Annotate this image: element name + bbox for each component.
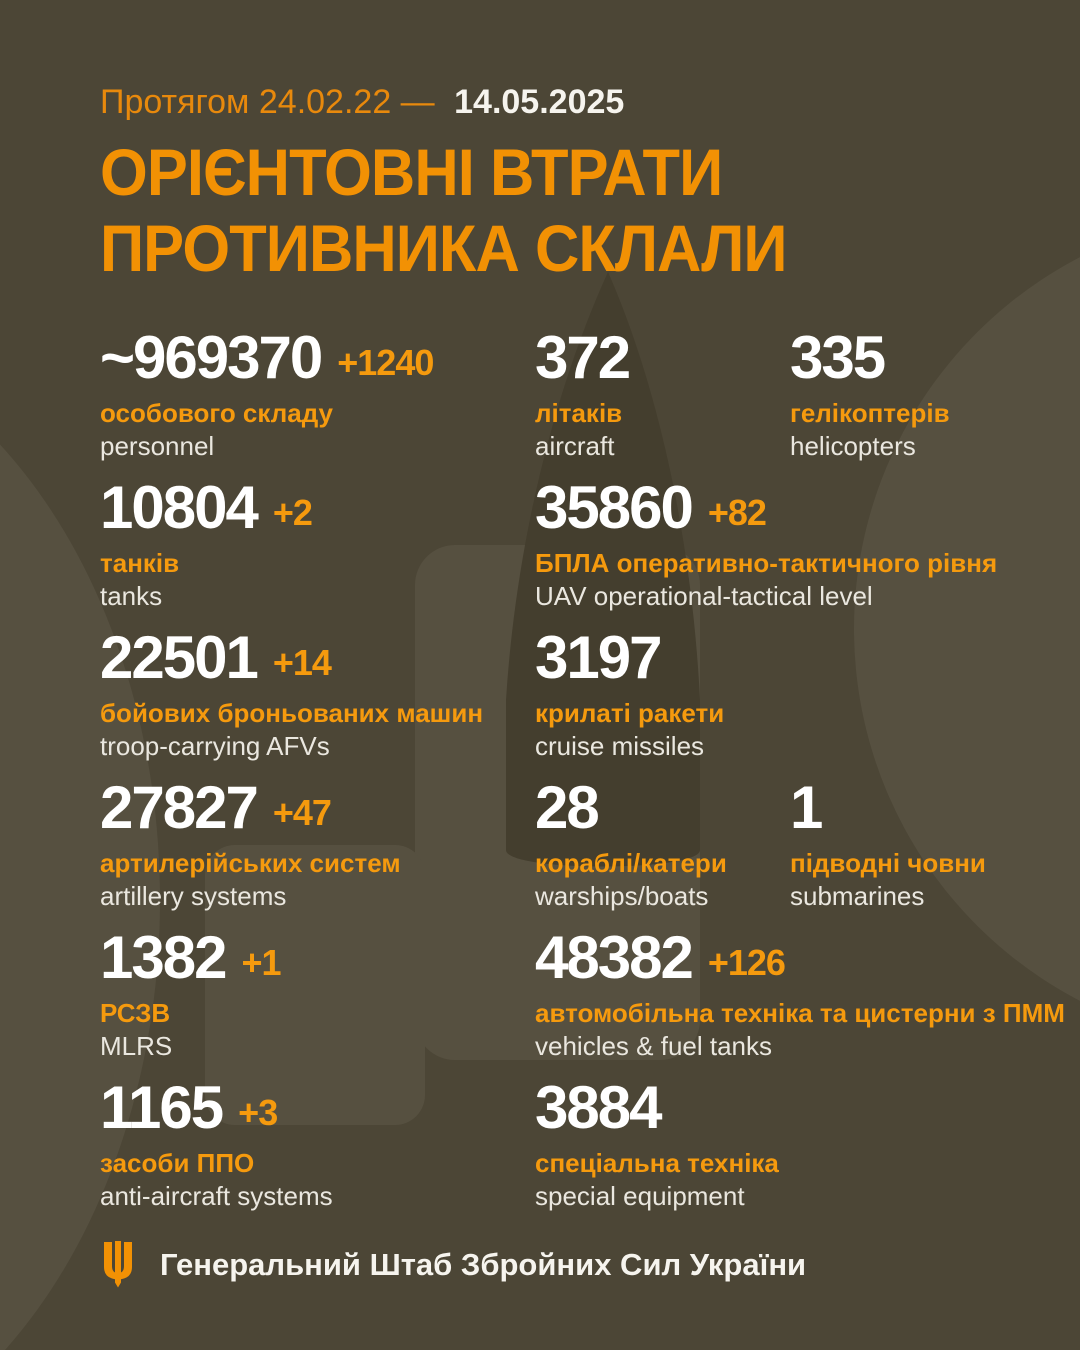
stat-warships: 28 кораблі/катери warships/boats xyxy=(535,776,790,926)
stat-label-en: troop-carrying AFVs xyxy=(100,731,330,761)
stat-label-ua: особового складу xyxy=(100,398,333,428)
stat-mlrs: 1382 +1 РСЗВ MLRS xyxy=(100,926,535,1076)
stat-delta: +47 xyxy=(272,792,332,833)
period-prefix: Протягом 24.02.22 — xyxy=(100,83,435,121)
stat-label-en: vehicles & fuel tanks xyxy=(535,1031,773,1061)
stat-value: 1165 xyxy=(100,1074,224,1141)
stat-value: 10804 xyxy=(100,474,259,541)
stat-value: 335 xyxy=(790,324,886,391)
stat-label-en: submarines xyxy=(790,881,925,911)
stat-value: 3884 xyxy=(535,1074,662,1141)
stat-label-ua: спеціальна техніка xyxy=(535,1148,779,1178)
stat-label-ua: артилерійських систем xyxy=(100,848,401,878)
stat-aircraft: 372 літаків aircraft xyxy=(535,326,790,476)
stat-label-ua: танків xyxy=(100,548,180,578)
stat-delta: +82 xyxy=(707,492,767,533)
trident-icon xyxy=(104,1241,132,1288)
stat-delta: +3 xyxy=(238,1092,278,1133)
stat-value: 1 xyxy=(790,774,823,841)
footer-org-label: Генеральний Штаб Збройних Сил України xyxy=(160,1247,807,1282)
stat-label-en: tanks xyxy=(100,581,163,611)
stat-label-en: special equipment xyxy=(535,1181,745,1211)
stat-label-ua: БПЛА оперативно-тактичного рівня xyxy=(535,548,998,578)
period-line: Протягом 24.02.22 — 14.05.2025 xyxy=(100,83,625,121)
stat-tanks: 10804 +2 танків tanks xyxy=(100,476,535,626)
stat-helicopters: 335 гелікоптерів helicopters xyxy=(790,326,1000,476)
stat-special-equipment: 3884 спеціальна техніка special equipmen… xyxy=(535,1076,1000,1226)
stat-delta: +1 xyxy=(241,942,281,983)
stat-anti-aircraft: 1165 +3 засоби ППО anti-aircraft systems xyxy=(100,1076,535,1226)
stat-label-en: MLRS xyxy=(100,1031,173,1061)
stat-value: 28 xyxy=(535,774,600,841)
stat-label-en: anti-aircraft systems xyxy=(100,1181,333,1211)
stat-label-ua: бойових броньованих машин xyxy=(100,698,484,728)
page-title-line2: ПРОТИВНИКА СКЛАЛИ xyxy=(100,211,787,285)
stat-label-ua: кораблі/катери xyxy=(535,848,727,878)
stat-afvs: 22501 +14 бойових броньованих машин troop… xyxy=(100,626,535,776)
stat-label-ua: автомобільна техніка та цистерни з ПММ xyxy=(535,998,1065,1028)
stat-cruise-missiles: 3197 крилаті ракети cruise missiles xyxy=(535,626,1000,776)
stat-label-en: helicopters xyxy=(790,431,916,461)
stat-value: 372 xyxy=(535,324,631,391)
stat-label-ua: гелікоптерів xyxy=(790,398,950,428)
stat-label-ua: літаків xyxy=(535,398,623,428)
losses-grid: ~969370 +1240 особового складу personnel … xyxy=(100,326,1065,1226)
stat-value: 1382 xyxy=(100,924,227,991)
stat-delta: +2 xyxy=(272,492,313,533)
stat-label-en: personnel xyxy=(100,431,215,461)
stat-label-ua: засоби ППО xyxy=(100,1148,255,1178)
stat-submarines: 1 підводні човни submarines xyxy=(790,776,1000,926)
stat-label-en: artillery systems xyxy=(100,881,287,911)
page-title-line1: ОРІЄНТОВНІ ВТРАТИ xyxy=(100,135,723,209)
stat-personnel: ~969370 +1240 особового складу personnel xyxy=(100,326,535,476)
stat-value: 48382 xyxy=(535,924,694,991)
stat-artillery: 27827 +47 артилерійських систем artillery… xyxy=(100,776,535,926)
stat-delta: +1240 xyxy=(337,342,434,383)
stat-value: 27827 xyxy=(100,774,259,841)
stat-label-ua: РСЗВ xyxy=(100,998,171,1028)
stat-label-en: UAV operational-tactical level xyxy=(535,581,873,611)
stat-label-en: aircraft xyxy=(535,431,615,461)
stat-value: 35860 xyxy=(535,474,694,541)
stat-label-ua: підводні човни xyxy=(790,848,986,878)
stat-value: 22501 xyxy=(100,624,259,691)
stat-label-ua: крилаті ракети xyxy=(535,698,725,728)
footer: Генеральний Штаб Збройних Сил України xyxy=(100,1240,806,1290)
stat-delta: +14 xyxy=(272,642,332,683)
stat-value: ~969370 xyxy=(100,324,323,391)
stat-label-en: cruise missiles xyxy=(535,731,705,761)
stat-delta: +126 xyxy=(707,942,786,983)
stat-value: 3197 xyxy=(535,624,662,691)
stat-vehicles: 48382 +126 автомобільна техніка та цистер… xyxy=(535,924,1065,1076)
stat-label-en: warships/boats xyxy=(535,881,709,911)
stat-uav: 35860 +82 БПЛА оперативно-тактичного рівн… xyxy=(535,476,1000,626)
period-date: 14.05.2025 xyxy=(454,83,625,121)
page-title: ОРІЄНТОВНІ ВТРАТИ ПРОТИВНИКА СКЛАЛИ xyxy=(100,134,787,286)
